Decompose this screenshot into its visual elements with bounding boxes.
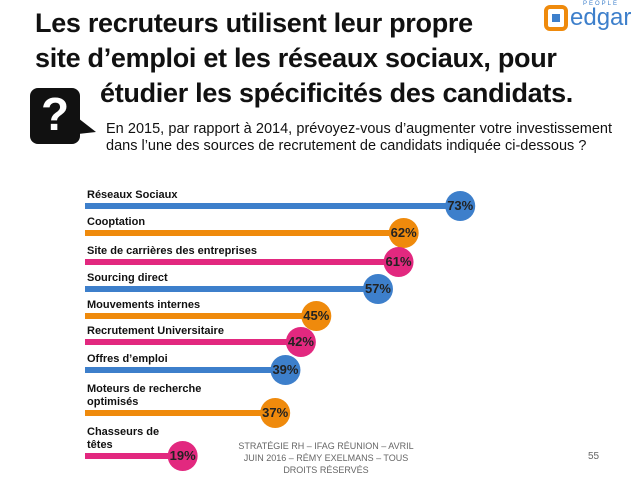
value-label: 42%: [287, 334, 314, 349]
bar: [85, 286, 378, 292]
footer: STRATÉGIE RH – IFAG RÉUNION – AVRIL JUIN…: [238, 441, 414, 475]
logo-icon: [544, 5, 568, 31]
category-label: Cooptation: [87, 216, 146, 228]
subtitle: En 2015, par rapport à 2014, prévoyez-vo…: [106, 121, 612, 154]
logo-name: edgar: [570, 4, 632, 31]
value-bubble: [388, 218, 419, 248]
value-label: 73%: [447, 198, 474, 213]
page-number: 55: [588, 451, 600, 462]
value-bubble: [362, 274, 393, 304]
logo-tag: PEOPLE: [583, 1, 620, 7]
value-label: 45%: [303, 308, 330, 323]
value-label: 39%: [272, 362, 299, 377]
category-label: Recrutement Universitaire: [87, 325, 224, 337]
value-label: 62%: [390, 225, 417, 240]
category-label: Réseaux Sociaux: [87, 189, 178, 201]
bar: [85, 259, 399, 265]
bar: [85, 339, 301, 345]
title-line: étudier les spécificités des candidats.: [100, 78, 573, 108]
value-label: 57%: [364, 281, 391, 296]
value-bubble: [260, 398, 291, 428]
bar: [85, 367, 286, 373]
category-label: Chasseurs de têtes: [87, 426, 160, 451]
category-label: Mouvements internes: [87, 299, 201, 311]
value-label: 19%: [169, 448, 196, 463]
category-label: Offres d’emploi: [87, 353, 168, 365]
title-line: Les recruteurs utilisent leur propre: [35, 8, 473, 38]
category-label: Site de carrières des entreprises: [87, 245, 257, 257]
value-bubble: [167, 441, 198, 471]
question-mark: ?: [41, 88, 69, 140]
value-bubble: [301, 301, 332, 331]
bar: [85, 313, 317, 319]
question-icon: [30, 88, 96, 144]
value-bubble: [270, 355, 301, 385]
value-label: 61%: [385, 254, 412, 269]
bar: [85, 203, 461, 209]
value-bubble: [383, 247, 414, 277]
category-label: Moteurs de recherche optimisés: [87, 383, 202, 408]
bar: [85, 230, 404, 236]
value-bubble: [445, 191, 476, 221]
category-label: Sourcing direct: [87, 272, 168, 284]
value-label: 37%: [262, 405, 289, 420]
value-bubble: [285, 327, 316, 357]
bar: [85, 410, 276, 416]
title-line: site d’emploi et les réseaux sociaux, po…: [35, 43, 557, 73]
bar: [85, 453, 183, 459]
